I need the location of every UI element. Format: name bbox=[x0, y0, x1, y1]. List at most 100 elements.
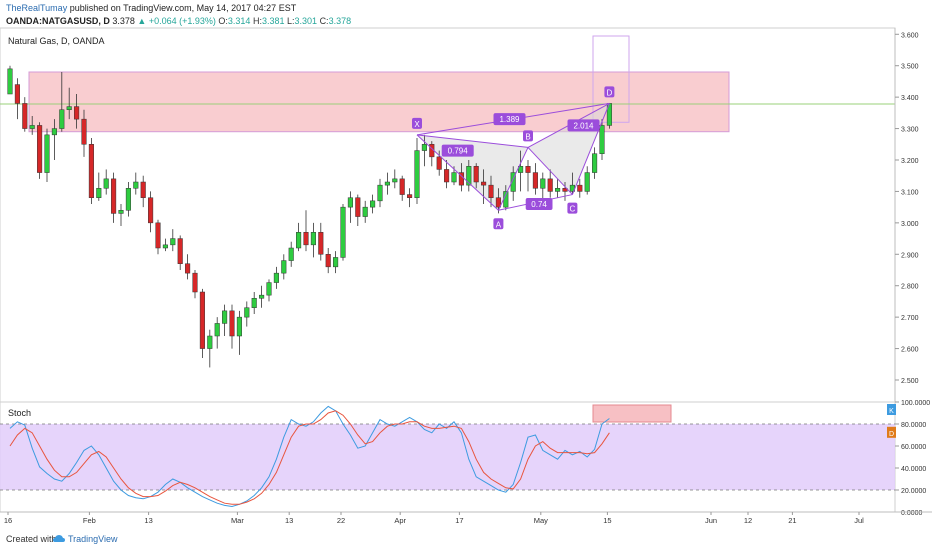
candle bbox=[133, 172, 139, 195]
candle-body bbox=[111, 178, 117, 214]
pattern-ratio-label: 0.74 bbox=[531, 200, 547, 209]
candle-body bbox=[399, 178, 405, 195]
stoch-value-label: K bbox=[889, 408, 894, 415]
tradingview-cloud-icon bbox=[53, 535, 65, 542]
time-tick-label: 15 bbox=[603, 516, 611, 525]
candle-body bbox=[481, 181, 487, 186]
last-price: 3.378 bbox=[112, 16, 135, 26]
time-tick-label: 16 bbox=[4, 516, 12, 525]
candle bbox=[340, 204, 346, 261]
price-pane-title: Natural Gas, D, OANDA bbox=[8, 36, 105, 46]
pattern-leg-line bbox=[416, 134, 529, 148]
candle bbox=[229, 304, 235, 349]
close-label: C: bbox=[319, 16, 329, 26]
candle bbox=[518, 150, 524, 192]
candle-body bbox=[333, 257, 339, 268]
candle bbox=[185, 254, 191, 280]
price-tick-label: 3.300 bbox=[901, 127, 919, 134]
candle-body bbox=[22, 103, 28, 129]
time-tick-label: 12 bbox=[744, 516, 752, 525]
candle bbox=[599, 119, 605, 160]
candle-body bbox=[170, 238, 176, 246]
candle bbox=[392, 169, 398, 189]
pattern-ratio-badge bbox=[525, 198, 553, 210]
candle bbox=[273, 266, 279, 289]
candle bbox=[384, 172, 390, 195]
candle-body bbox=[444, 169, 450, 183]
candle-body bbox=[355, 197, 361, 217]
pattern-point-label: A bbox=[496, 220, 502, 229]
candle-body bbox=[266, 282, 272, 296]
candle-body bbox=[37, 125, 43, 173]
candle bbox=[7, 65, 13, 95]
candle bbox=[362, 200, 368, 223]
candle bbox=[44, 128, 50, 182]
open-value: 3.314 bbox=[227, 16, 251, 26]
time-tick-label: 22 bbox=[337, 516, 345, 525]
stoch-tick-label: 20.0000 bbox=[901, 488, 926, 495]
author-link[interactable]: TheRealTumay bbox=[6, 3, 68, 13]
candle-body bbox=[451, 172, 457, 183]
pattern-point-label: C bbox=[570, 205, 576, 214]
candle-body bbox=[421, 144, 427, 151]
stoch-pane[interactable]: Stoch bbox=[0, 401, 896, 513]
candle-body bbox=[155, 222, 161, 249]
candle bbox=[577, 178, 583, 198]
stoch-axis[interactable]: 0.0000 20.0000 40.0000 60.0000 80.0000 100.00… bbox=[887, 400, 930, 517]
candle bbox=[325, 248, 331, 274]
candle-body bbox=[162, 244, 168, 249]
candle bbox=[59, 72, 65, 132]
chart-header: TheRealTumay published on TradingView.co… bbox=[0, 0, 932, 28]
candle-body bbox=[488, 184, 494, 198]
candle bbox=[236, 310, 242, 355]
pattern-ratio-badge bbox=[567, 119, 600, 132]
candle bbox=[192, 270, 198, 299]
close-value: 3.378 bbox=[328, 16, 352, 26]
candle bbox=[14, 78, 20, 120]
candle-body bbox=[7, 68, 13, 95]
price-pane[interactable]: Natural Gas, D, OANDA X A B C D 1.389 0.794 2.0… bbox=[0, 27, 896, 403]
candle-body bbox=[66, 106, 72, 110]
candle-body bbox=[303, 232, 309, 246]
candle bbox=[481, 169, 487, 204]
candle-body bbox=[185, 263, 191, 274]
candle bbox=[525, 160, 531, 192]
candle-body bbox=[377, 184, 383, 202]
stoch-tick-label: 60.0000 bbox=[901, 444, 926, 451]
candle bbox=[414, 138, 420, 204]
stoch-tick-label: 0.0000 bbox=[901, 510, 923, 517]
stoch-band bbox=[0, 424, 895, 490]
pattern-ratio-label: 0.794 bbox=[448, 147, 469, 156]
candle bbox=[488, 175, 494, 208]
price-axis[interactable]: 2.500 2.600 2.700 2.800 2.900 3.000 3.100 3.200… bbox=[894, 28, 919, 512]
candle-body bbox=[458, 172, 464, 186]
candle-body bbox=[592, 153, 598, 173]
candle bbox=[547, 169, 553, 198]
candle bbox=[333, 251, 339, 274]
candle bbox=[303, 210, 309, 252]
candle-body bbox=[318, 232, 324, 255]
candle-body bbox=[251, 298, 257, 308]
chart-area[interactable]: Natural Gas, D, OANDA X A B C D 1.389 0.794 2.0… bbox=[0, 0, 932, 530]
time-axis[interactable]: 16 Feb 13 Mar 13 22 Apr 17 May 15 Jun 12 21 Jul bbox=[0, 511, 932, 525]
price-tick-label: 3.400 bbox=[901, 95, 919, 102]
candle bbox=[103, 169, 109, 195]
candle bbox=[148, 191, 154, 233]
candle bbox=[584, 166, 590, 195]
candle bbox=[177, 235, 183, 270]
candle-body bbox=[222, 310, 228, 324]
pattern-ratio-badge bbox=[493, 113, 526, 126]
stoch-tick-label: 80.0000 bbox=[901, 422, 926, 429]
candle bbox=[207, 329, 213, 368]
time-tick-label: May bbox=[534, 516, 548, 525]
candle bbox=[473, 163, 479, 189]
pattern-ratio-badge bbox=[441, 144, 474, 157]
price-tick-label: 2.700 bbox=[901, 315, 919, 322]
time-tick-label: Feb bbox=[83, 516, 96, 525]
price-change: ▲ +0.064 (+1.93%) bbox=[137, 16, 216, 26]
candle bbox=[51, 119, 57, 160]
time-tick-label: Apr bbox=[394, 516, 406, 525]
tradingview-brand-link[interactable]: TradingView bbox=[68, 534, 118, 544]
candle bbox=[296, 222, 302, 252]
candle-body bbox=[370, 200, 376, 208]
